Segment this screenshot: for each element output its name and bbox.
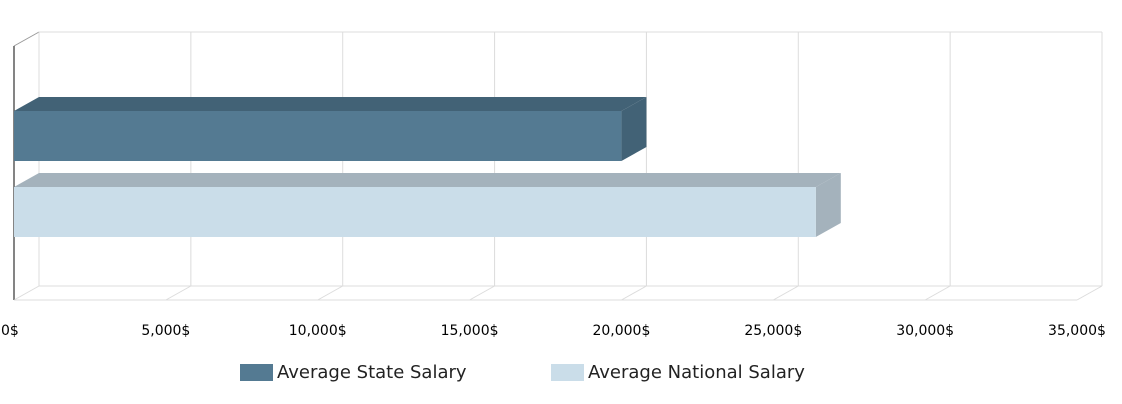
- x-tick-label: 0$: [1, 323, 19, 339]
- bar-top-face: [14, 173, 841, 187]
- legend-item-state[interactable]: Average State Salary: [240, 359, 467, 385]
- legend-label-state: Average State Salary: [277, 361, 467, 383]
- legend-item-national[interactable]: Average National Salary: [551, 359, 805, 385]
- bar-0: [14, 97, 647, 161]
- x-tick-labels: 0$ 5,000$ 10,000$ 15,000$ 20,000$ 25,000$ 30,0…: [1, 323, 1106, 339]
- grid-floor-line: [469, 285, 495, 301]
- x-tick-label: 5,000$: [141, 323, 190, 339]
- bar-front-face: [14, 111, 622, 161]
- x-tick-label: 10,000$: [289, 323, 347, 339]
- bar-layer: [14, 97, 841, 237]
- axis-left-top-diagonal: [13, 31, 40, 47]
- grid-floor-line: [773, 285, 799, 301]
- bar-front-face: [14, 187, 816, 237]
- axis-layer: [13, 31, 1077, 301]
- x-tick-label: 30,000$: [896, 323, 954, 339]
- legend-swatch-state: [240, 363, 273, 381]
- legend: Average State Salary Average National Sa…: [0, 359, 1122, 385]
- grid-floor-line: [13, 285, 40, 301]
- grid-floor-line: [621, 285, 647, 301]
- bar-1: [14, 173, 841, 237]
- legend-swatch-national: [551, 363, 584, 381]
- x-tick-label: 20,000$: [592, 323, 650, 339]
- bar-side-face: [621, 97, 647, 161]
- legend-label-national: Average National Salary: [588, 361, 805, 383]
- x-tick-label: 35,000$: [1048, 323, 1106, 339]
- grid-floor-line: [165, 285, 192, 301]
- grid-floor-line: [924, 285, 951, 301]
- bar-side-face: [815, 173, 841, 237]
- grid-floor-line: [1076, 285, 1103, 301]
- bar-top-face: [14, 97, 647, 111]
- x-tick-label: 15,000$: [441, 323, 499, 339]
- x-tick-label: 25,000$: [744, 323, 802, 339]
- grid-layer: [13, 31, 1103, 301]
- grid-floor-line: [317, 285, 343, 301]
